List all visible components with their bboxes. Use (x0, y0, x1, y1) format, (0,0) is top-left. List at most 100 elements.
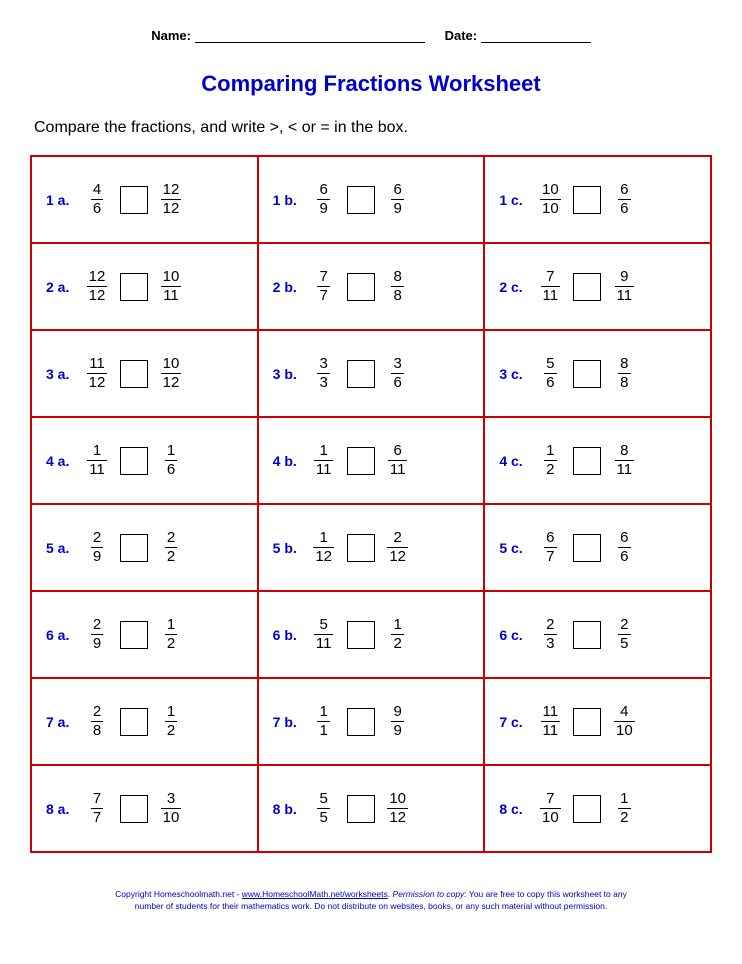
fraction-left: 511 (313, 617, 335, 653)
fraction-left: 1212 (86, 269, 108, 305)
answer-box[interactable] (120, 360, 148, 388)
problem-label: 1 c. (499, 192, 529, 208)
fraction-group: 2812 (86, 704, 182, 740)
worksheet-page: Name: Date: Comparing Fractions Workshee… (0, 0, 742, 923)
problem-cell: 6 b. 511 12 (258, 591, 485, 678)
numerator: 10 (387, 791, 408, 809)
numerator: 7 (544, 791, 556, 809)
answer-box[interactable] (120, 534, 148, 562)
numerator: 4 (618, 704, 630, 722)
answer-box[interactable] (120, 186, 148, 214)
answer-box[interactable] (573, 273, 601, 301)
footer-link[interactable]: www.HomeschoolMath.net/worksheets (242, 889, 388, 899)
fraction-group: 1111410 (539, 704, 635, 740)
problem-cell: 5 a.2922 (31, 504, 258, 591)
denominator: 11 (314, 460, 334, 479)
fraction-left: 77 (313, 269, 335, 305)
numerator: 11 (541, 704, 561, 722)
answer-box[interactable] (573, 708, 601, 736)
answer-box[interactable] (573, 795, 601, 823)
fraction-group: 111611 (313, 443, 409, 479)
denominator: 11 (615, 460, 635, 479)
problem-label: 6 b. (273, 627, 303, 643)
denominator: 11 (388, 460, 408, 479)
problem-cell: 8 c.71012 (484, 765, 711, 852)
fraction-group: 3336 (313, 356, 409, 392)
denominator: 2 (165, 634, 177, 653)
problem-label: 7 c. (499, 714, 529, 730)
numerator: 8 (618, 356, 630, 374)
problem-cell: 3 b.3336 (258, 330, 485, 417)
numerator: 1 (391, 617, 403, 635)
answer-box[interactable] (120, 273, 148, 301)
numerator: 1 (618, 791, 630, 809)
answer-box[interactable] (347, 795, 375, 823)
fraction-group: 461212 (86, 182, 182, 218)
denominator: 11 (314, 634, 334, 653)
numerator: 2 (165, 530, 177, 548)
answer-box[interactable] (573, 534, 601, 562)
problem-label: 5 a. (46, 540, 76, 556)
answer-box[interactable] (347, 360, 375, 388)
fraction-left: 12 (539, 443, 561, 479)
answer-box[interactable] (347, 447, 375, 475)
denominator: 11 (541, 286, 561, 305)
denominator: 8 (618, 373, 630, 392)
denominator: 8 (391, 286, 403, 305)
fraction-right: 12 (387, 617, 409, 653)
denominator: 11 (161, 286, 181, 305)
problem-cell: 2 a.12121011 (31, 243, 258, 330)
problem-label: 8 a. (46, 801, 76, 817)
name-blank[interactable] (195, 29, 425, 43)
fraction-group: 2922 (86, 530, 182, 566)
fraction-right: 310 (160, 791, 182, 827)
numerator: 9 (618, 269, 630, 287)
answer-box[interactable] (120, 621, 148, 649)
numerator: 2 (91, 530, 103, 548)
answer-box[interactable] (573, 360, 601, 388)
answer-box[interactable] (347, 534, 375, 562)
numerator: 6 (618, 182, 630, 200)
fraction-group: 1199 (313, 704, 409, 740)
answer-box[interactable] (347, 273, 375, 301)
answer-box[interactable] (347, 186, 375, 214)
numerator: 6 (544, 530, 556, 548)
problem-cell: 1 b.6969 (258, 156, 485, 243)
denominator: 6 (618, 547, 630, 566)
fraction-group: 2325 (539, 617, 635, 653)
header-row: Name: Date: (30, 28, 712, 43)
answer-box[interactable] (573, 186, 601, 214)
fraction-left: 710 (539, 791, 561, 827)
fraction-right: 1011 (160, 269, 182, 305)
problem-label: 2 c. (499, 279, 529, 295)
problem-label: 3 a. (46, 366, 76, 382)
numerator: 7 (317, 269, 329, 287)
answer-box[interactable] (120, 447, 148, 475)
answer-box[interactable] (573, 447, 601, 475)
problem-cell: 8 a.77310 (31, 765, 258, 852)
fraction-left: 28 (86, 704, 108, 740)
numerator: 1 (317, 704, 329, 722)
numerator: 5 (317, 617, 329, 635)
problem-cell: 1 c.101066 (484, 156, 711, 243)
answer-box[interactable] (120, 795, 148, 823)
problem-label: 6 c. (499, 627, 529, 643)
name-field: Name: (151, 28, 424, 43)
denominator: 9 (91, 547, 103, 566)
date-label: Date: (445, 28, 478, 43)
denominator: 9 (317, 199, 329, 218)
answer-box[interactable] (347, 621, 375, 649)
fraction-left: 111 (313, 443, 335, 479)
denominator: 12 (87, 286, 108, 305)
date-blank[interactable] (481, 29, 591, 43)
fraction-group: 710 12 (539, 791, 635, 827)
fraction-right: 12 (613, 791, 635, 827)
denominator: 2 (165, 721, 177, 740)
problem-label: 5 c. (499, 540, 529, 556)
answer-box[interactable] (573, 621, 601, 649)
problem-cell: 7 c.1111410 (484, 678, 711, 765)
denominator: 9 (391, 199, 403, 218)
denominator: 3 (544, 634, 556, 653)
answer-box[interactable] (347, 708, 375, 736)
answer-box[interactable] (120, 708, 148, 736)
